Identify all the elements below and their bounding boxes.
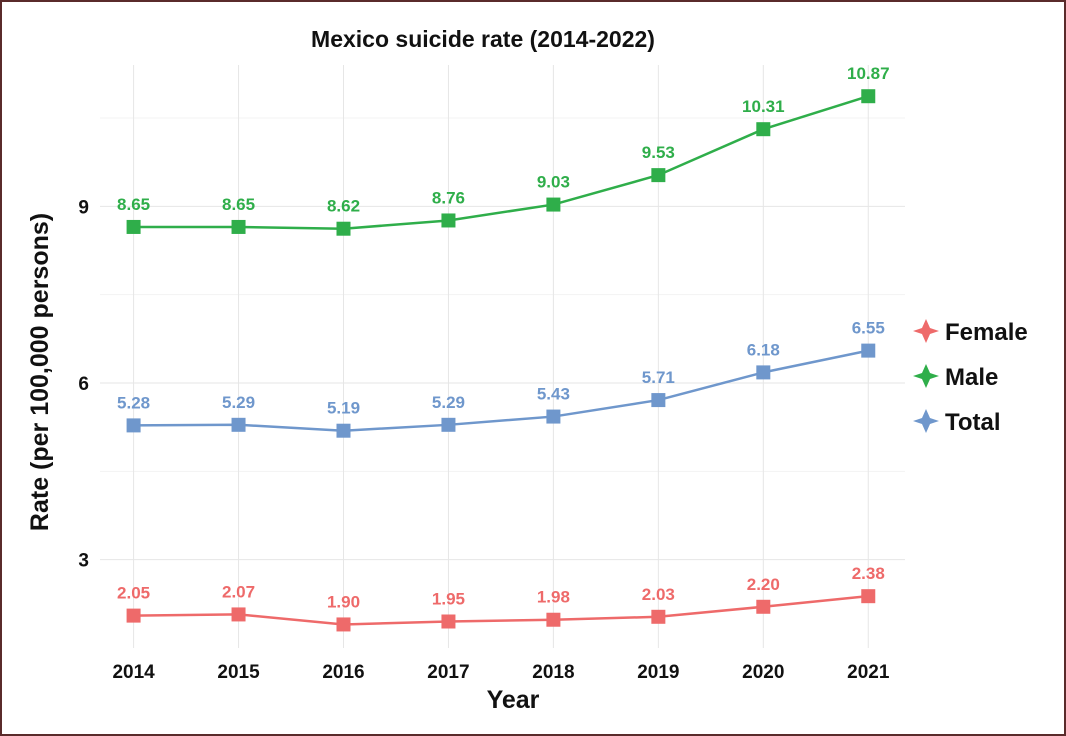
legend-marker-icon — [913, 364, 939, 388]
series-line-male — [133, 95, 869, 230]
legend-label: Total — [945, 409, 1001, 436]
x-tick-label: 2017 — [427, 662, 469, 683]
data-point-total — [441, 417, 456, 432]
data-point-female — [441, 614, 456, 629]
legend-item-total: Total — [913, 409, 1001, 436]
data-label: 9.03 — [537, 173, 570, 192]
data-point-total — [546, 409, 561, 424]
legend-item-male: Male — [913, 364, 998, 391]
data-label: 8.65 — [117, 195, 150, 214]
data-label: 5.43 — [537, 385, 570, 404]
axis-ticks: 3 6 9 2014 2015 2016 2017 2018 2019 2020 2021 — [78, 197, 889, 683]
x-tick-label: 2021 — [847, 662, 890, 683]
series-line-female — [133, 594, 869, 626]
series-group: 2.05 2.07 1.90 1.95 1.98 2.03 2.20 2.38 8.65 8.65… — [117, 64, 890, 632]
data-point-female — [336, 617, 351, 632]
data-label: 5.28 — [117, 393, 150, 412]
data-point-total — [861, 343, 876, 358]
data-label: 10.87 — [847, 64, 890, 83]
data-point-male — [336, 221, 351, 236]
data-label: 1.90 — [327, 592, 360, 611]
y-tick-label: 3 — [78, 551, 89, 572]
data-label: 8.62 — [327, 197, 360, 216]
gridlines — [100, 65, 905, 648]
y-axis-label: Rate (per 100,000 persons) — [26, 213, 54, 531]
data-label: 8.76 — [432, 188, 465, 207]
data-point-female — [231, 607, 246, 622]
legend-label: Male — [945, 364, 998, 391]
data-point-total — [756, 365, 771, 380]
y-tick-label: 9 — [78, 197, 89, 218]
data-point-male — [756, 122, 771, 137]
data-label: 1.98 — [537, 588, 570, 607]
data-label: 2.38 — [852, 564, 885, 583]
data-label: 2.07 — [222, 582, 255, 601]
data-point-female — [546, 612, 561, 627]
data-point-total — [336, 423, 351, 438]
data-point-male — [546, 197, 561, 212]
data-point-male — [441, 213, 456, 228]
data-label: 5.29 — [222, 393, 255, 412]
data-point-total — [651, 393, 666, 408]
data-label: 2.05 — [117, 584, 150, 603]
legend-item-female: Female — [913, 319, 1028, 346]
x-tick-label: 2019 — [637, 662, 679, 683]
y-tick-label: 6 — [78, 374, 89, 395]
data-point-female — [651, 609, 666, 624]
data-point-male — [126, 219, 141, 234]
data-point-male — [231, 219, 246, 234]
data-point-total — [126, 418, 141, 433]
chart-title: Mexico suicide rate (2014-2022) — [311, 26, 655, 52]
data-label: 5.19 — [327, 399, 360, 418]
data-label: 10.31 — [742, 97, 785, 116]
legend-marker-icon — [913, 409, 939, 433]
data-point-female — [126, 608, 141, 623]
x-tick-label: 2015 — [217, 662, 260, 683]
data-point-female — [861, 589, 876, 604]
data-label: 6.18 — [747, 340, 780, 359]
data-point-female — [756, 599, 771, 614]
x-tick-label: 2014 — [112, 662, 155, 683]
data-label: 5.71 — [642, 368, 675, 387]
data-point-male — [861, 89, 876, 104]
data-label: 8.65 — [222, 195, 255, 214]
data-label: 2.20 — [747, 575, 780, 594]
data-point-male — [651, 168, 666, 183]
x-tick-label: 2016 — [322, 662, 364, 683]
data-label: 5.29 — [432, 393, 465, 412]
series-line-total — [133, 349, 869, 432]
x-tick-label: 2018 — [532, 662, 574, 683]
data-label: 2.03 — [642, 585, 675, 604]
legend: Female Male Total — [913, 319, 1028, 436]
legend-label: Female — [945, 319, 1028, 346]
x-tick-label: 2020 — [742, 662, 784, 683]
data-label: 6.55 — [852, 319, 885, 338]
data-label: 1.95 — [432, 590, 465, 609]
data-label: 9.53 — [642, 143, 675, 162]
x-axis-label: Year — [487, 686, 540, 714]
legend-marker-icon — [913, 319, 939, 343]
data-point-total — [231, 417, 246, 432]
